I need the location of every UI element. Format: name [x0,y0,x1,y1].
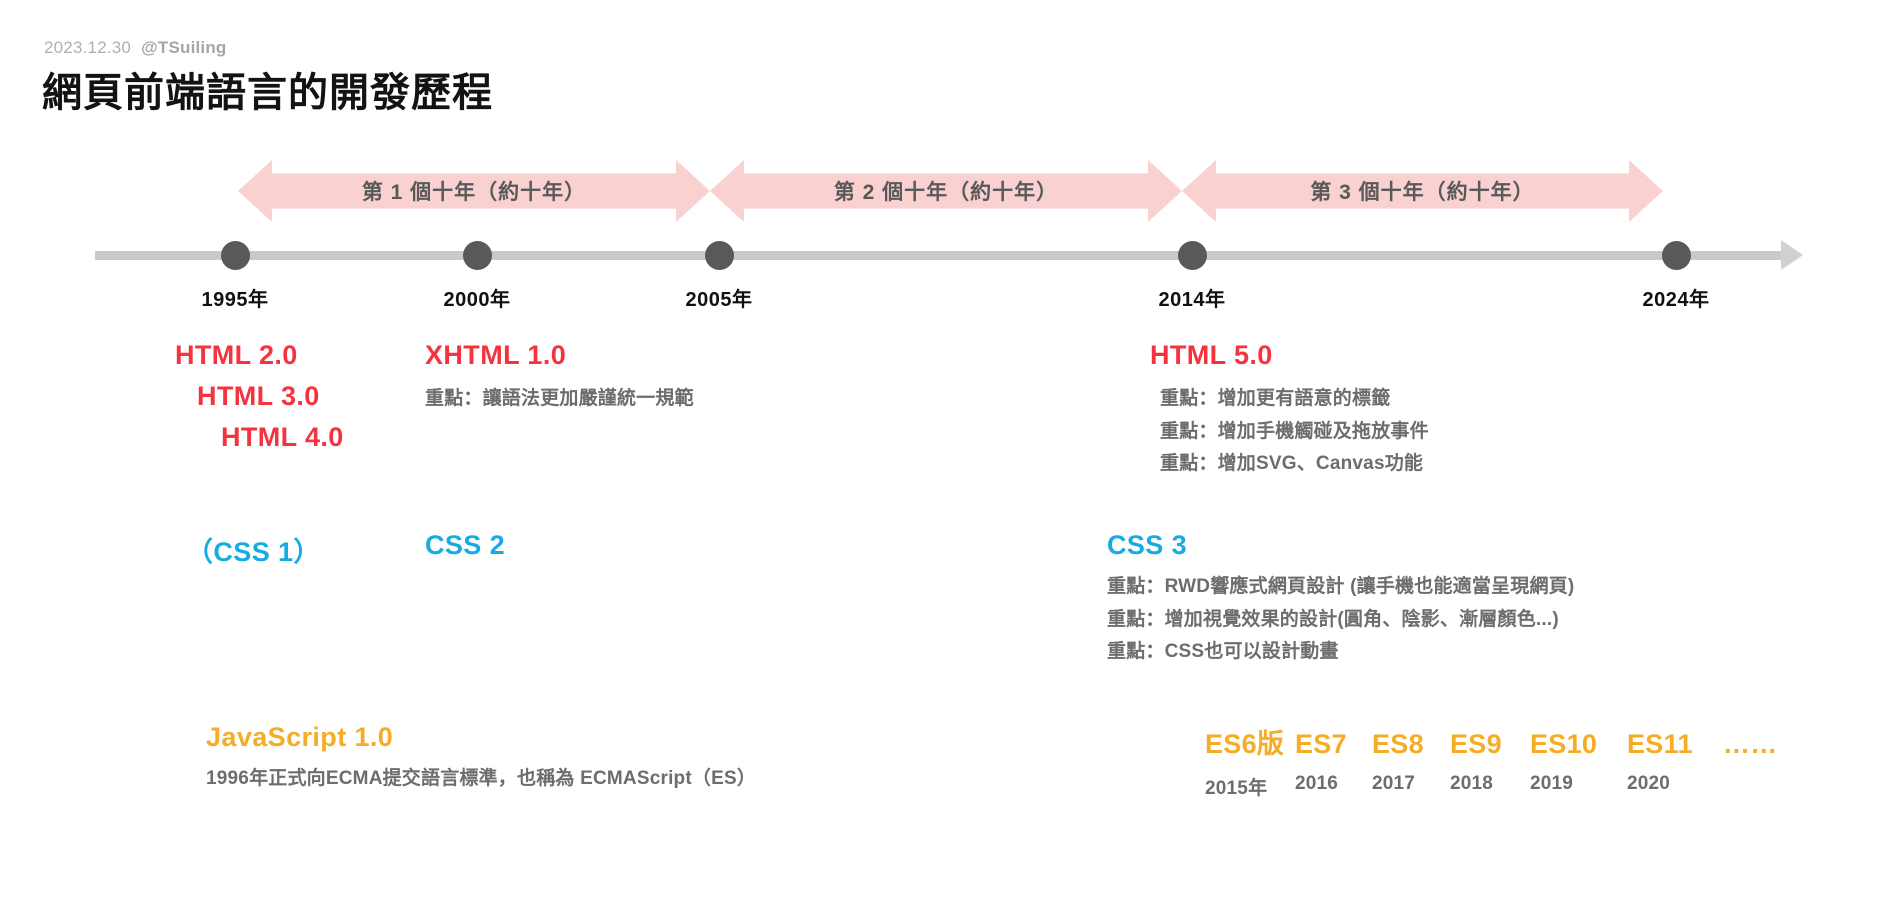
html5-note-3: 重點：增加SVG、Canvas功能 [1160,453,1424,475]
timeline-year-2024: 2024年 [1642,289,1710,311]
timeline-dot [1662,241,1691,270]
javascript1-title: JavaScript 1.0 [206,722,394,752]
xhtml-group: XHTML 1.0 重點：讓語法更加嚴謹統一規範 [425,340,694,416]
timeline-dot [705,241,734,270]
css3-group: CSS 3 重點：RWD響應式網頁設計 (讓手機也能適當呈現網頁) 重點：增加視… [1107,530,1574,669]
timeline-arrowhead-icon [1781,240,1803,270]
es-year-2020: 2020 [1627,773,1671,794]
timeline-year-2014: 2014年 [1158,289,1226,311]
decade-banner-label: 第 2 個十年（約十年） [833,181,1059,204]
decade-banner-group: 第 1 個十年（約十年） 第 2 個十年（約十年） 第 3 個十年（約十年） [0,160,1900,222]
javascript1-note: 1996年正式向ECMA提交語言標準，也稱為 ECMAScript（ES） [206,768,757,789]
html-version-2: HTML 2.0 [175,340,298,370]
byline: 2023.12.30 @TSuiling [44,38,227,58]
timeline-year-1995: 1995年 [201,289,269,311]
es-year-2016: 2016 [1295,773,1339,794]
html-version-4: HTML 4.0 [221,422,344,452]
css3-title: CSS 3 [1107,530,1188,560]
es-version-ellipsis: …… [1723,729,1778,759]
es-year-2018: 2018 [1450,773,1494,794]
byline-date: 2023.12.30 [44,38,132,57]
css1-group: （CSS 1） [186,530,321,569]
decade-banner-3: 第 3 個十年（約十年） [1182,160,1663,222]
timeline-year-2005: 2005年 [685,289,753,311]
css3-note-2: 重點：增加視覺效果的設計(圓角、陰影、漸層顏色...) [1107,608,1559,630]
es-years-row: 2015年 2016 2017 2018 2019 2020 [1205,773,1778,800]
css2-title: CSS 2 [425,530,506,560]
es-version-6: ES6版 [1205,729,1285,759]
css3-note-3: 重點：CSS也可以設計動畫 [1107,641,1339,663]
decade-banner-1: 第 1 個十年（約十年） [238,160,710,222]
es-year-2019: 2019 [1530,773,1574,794]
xhtml-note: 重點：讓語法更加嚴謹統一規範 [425,388,694,409]
timeline-axis [95,251,1785,260]
es-year-2017: 2017 [1372,773,1416,794]
es-version-11: ES11 [1627,729,1693,759]
css2-group: CSS 2 [425,530,505,561]
timeline-dot [1178,241,1207,270]
page-title: 網頁前端語言的開發歷程 [42,71,493,115]
html-early-versions-group: HTML 2.0 HTML 3.0 HTML 4.0 [175,340,344,453]
html-version-3: HTML 3.0 [197,381,320,411]
javascript1-group: JavaScript 1.0 1996年正式向ECMA提交語言標準，也稱為 EC… [206,722,756,796]
css3-note-1: 重點：RWD響應式網頁設計 (讓手機也能適當呈現網頁) [1107,576,1575,597]
es-versions-group: ES6版 ES7 ES8 ES9 ES10 ES11 …… 2015年 2016… [1205,722,1778,800]
html5-note-2: 重點：增加手機觸碰及拖放事件 [1160,420,1429,442]
timeline-year-2000: 2000年 [443,289,511,311]
timeline-dot [463,241,492,270]
es-versions-row: ES6版 ES7 ES8 ES9 ES10 ES11 …… [1205,722,1778,761]
html5-version-title: HTML 5.0 [1150,340,1273,370]
es-version-9: ES9 [1450,729,1502,759]
es-version-10: ES10 [1530,729,1598,759]
html5-group: HTML 5.0 重點：增加更有語意的標籤 重點：增加手機觸碰及拖放事件 重點：… [1150,340,1429,481]
es-version-8: ES8 [1372,729,1424,759]
es-version-7: ES7 [1295,729,1347,759]
html5-note-1: 重點：增加更有語意的標籤 [1160,388,1391,409]
xhtml-version-title: XHTML 1.0 [425,340,567,370]
es-year-2015: 2015年 [1205,778,1268,799]
decade-banner-label: 第 1 個十年（約十年） [361,181,587,204]
decade-banner-2: 第 2 個十年（約十年） [710,160,1182,222]
timeline-dot [221,241,250,270]
byline-author: @TSuiling [141,38,227,57]
css1-title: （CSS 1） [186,537,321,567]
decade-banner-label: 第 3 個十年（約十年） [1310,181,1535,204]
